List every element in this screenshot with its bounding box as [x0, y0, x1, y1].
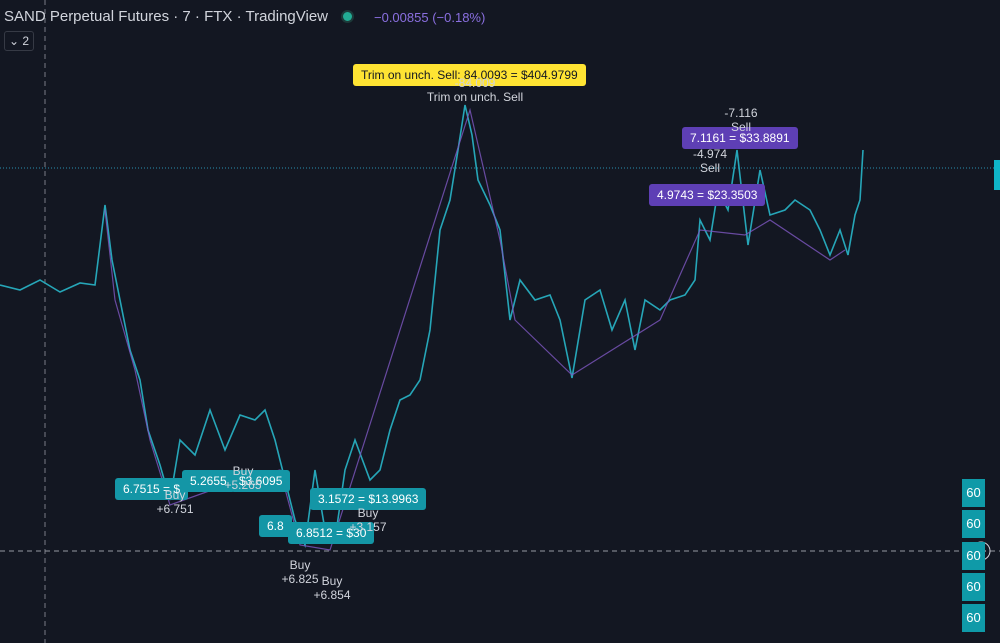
price-trace-down	[104, 107, 846, 551]
signal-amount: +5.265	[224, 478, 262, 492]
last-price-marker	[994, 160, 1000, 190]
signal-label: Sell	[699, 161, 721, 175]
signal-label: Buy	[289, 558, 311, 572]
trade-label[interactable]: 3.1572 = $13.9963	[310, 488, 427, 510]
signal-amount: -4.974	[692, 147, 728, 161]
trade-label[interactable]: 4.9743 = $23.3503	[649, 184, 766, 206]
signal-amount: +6.854	[313, 588, 351, 602]
market-status	[343, 12, 352, 21]
indicators-count: 2	[22, 34, 30, 48]
signal-label: Sell	[730, 120, 752, 134]
trade-label[interactable]: 7.1161 = $33.8891	[682, 127, 798, 149]
signal-label: Buy	[321, 574, 343, 588]
trade-label[interactable]: 6.8	[259, 515, 292, 537]
signal-label: Buy	[357, 506, 379, 520]
symbol-title: SAND Perpetual Futures · 7 · FTX · Tradi…	[4, 8, 329, 25]
trade-label[interactable]: Trim on unch. Sell: 84.0093 = $404.9799	[353, 64, 586, 86]
price-change: −0.00855 (−0.18%)	[374, 10, 486, 25]
price-scale-label: 60	[962, 510, 985, 539]
trade-label[interactable]: $3.6095	[231, 470, 291, 492]
trade-label[interactable]: 6.7515 = $	[115, 478, 189, 500]
indicators-toggle[interactable]: ⌄ 2	[4, 31, 35, 51]
signal-amount: +6.825	[281, 572, 319, 586]
trade-label[interactable]: 5.2655	[182, 470, 235, 492]
signal-amount: -84.009	[454, 76, 496, 90]
signal-amount: +6.751	[156, 502, 194, 516]
signal-label: Buy	[232, 464, 254, 478]
price-scale-label: 60	[962, 572, 985, 601]
price-scale-label: 60	[962, 541, 985, 570]
signal-amount: -7.116	[724, 106, 758, 120]
signal-amount: +3.157	[349, 520, 387, 534]
price-scale-label: 60	[962, 479, 985, 507]
price-scale-label: 60	[962, 604, 985, 633]
signal-label: Trim on unch. Sell	[426, 90, 524, 104]
trade-label[interactable]: 6.8512 = $30	[288, 522, 375, 544]
price-trace	[0, 104, 864, 549]
signal-label: Buy	[164, 488, 186, 502]
